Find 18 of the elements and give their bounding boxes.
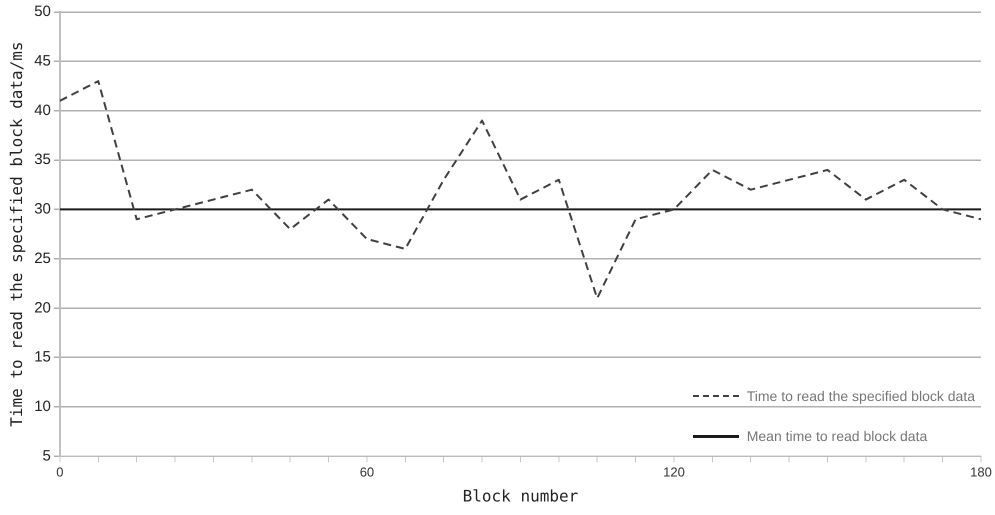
y-tick-label: 35 [34,151,51,168]
y-tick-label: 15 [34,348,51,366]
y-tick-label: 45 [34,52,51,70]
x-tick-label: 120 [663,464,685,480]
y-tick-label: 20 [34,299,51,316]
y-tick-label: 50 [34,3,51,20]
y-axis-title: Time to read the specified block data/ms [6,41,26,427]
legend-label: Time to read the specified block data [744,387,977,406]
x-axis-title: Block number [462,486,579,506]
y-tick-label: 40 [34,102,51,119]
y-tick-label: 10 [34,398,51,415]
x-tick-label: 0 [56,464,64,480]
x-tick-label: 60 [360,464,374,480]
legend-label: Mean time to read block data [744,427,930,446]
y-tick-label: 30 [34,200,51,218]
x-tick-label: 180 [970,464,992,480]
y-tick-label: 25 [34,250,51,267]
y-tick-label: 5 [42,447,51,464]
